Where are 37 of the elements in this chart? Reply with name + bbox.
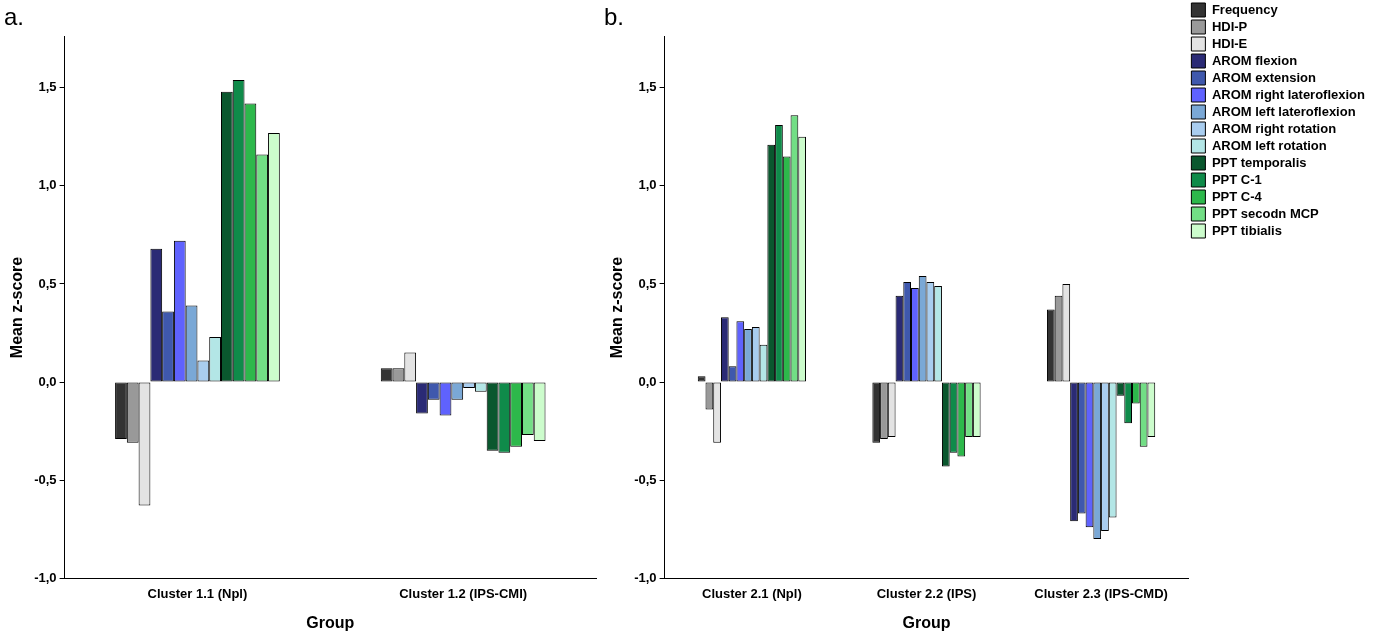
y-axis-title: Mean z-score: [8, 256, 26, 359]
y-tick-label: 1,5: [38, 79, 57, 95]
x-tick-label: Cluster 2.2 (IPS): [876, 585, 977, 601]
x-tick-label: Cluster 2.1 (Npl): [702, 585, 802, 601]
y-tick-label: 0,0: [38, 373, 57, 389]
legend-label: AROM right lateroflexion: [1211, 86, 1366, 102]
legend-label: AROM extension: [1211, 69, 1316, 85]
legend-label: PPT tibialis: [1211, 222, 1282, 238]
chart-title: a.: [4, 3, 25, 31]
y-tick-label: 1,0: [38, 177, 57, 193]
y-tick-label: 1,5: [638, 79, 657, 95]
legend-label: HDI-E: [1211, 35, 1248, 51]
x-axis-title: Group: [306, 613, 355, 631]
legend-label: PPT C-4: [1211, 188, 1263, 204]
y-tick-label: 1,0: [638, 177, 657, 193]
y-tick-label: 0,5: [38, 275, 57, 291]
legend-label: AROM right rotation: [1211, 120, 1337, 136]
x-axis-title: Group: [902, 613, 951, 631]
y-tick-label: 0,5: [638, 275, 657, 291]
legend-label: PPT C-1: [1211, 171, 1262, 187]
legend-label: AROM left rotation: [1211, 137, 1327, 153]
y-axis-title: Mean z-score: [608, 256, 626, 359]
legend-label: AROM flexion: [1211, 52, 1298, 68]
x-tick-label: Cluster 1.2 (IPS-CMI): [399, 585, 528, 601]
legend-label: AROM left lateroflexion: [1211, 103, 1356, 119]
y-tick-label: -0,5: [34, 471, 57, 487]
y-tick-label: 0,0: [638, 373, 657, 389]
legend-label: Frequency: [1211, 1, 1279, 17]
legend-label: PPT secodn MCP: [1211, 205, 1320, 221]
x-tick-label: Cluster 1.1 (Npl): [147, 585, 248, 601]
y-tick-label: -1,0: [34, 569, 57, 585]
y-tick-label: -1,0: [634, 569, 657, 585]
legend-label: HDI-P: [1211, 18, 1248, 34]
y-tick-label: -0,5: [634, 471, 657, 487]
chart-title: b.: [604, 3, 625, 31]
legend-label: PPT temporalis: [1211, 154, 1307, 170]
x-tick-label: Cluster 2.3 (IPS-CMD): [1034, 585, 1168, 601]
